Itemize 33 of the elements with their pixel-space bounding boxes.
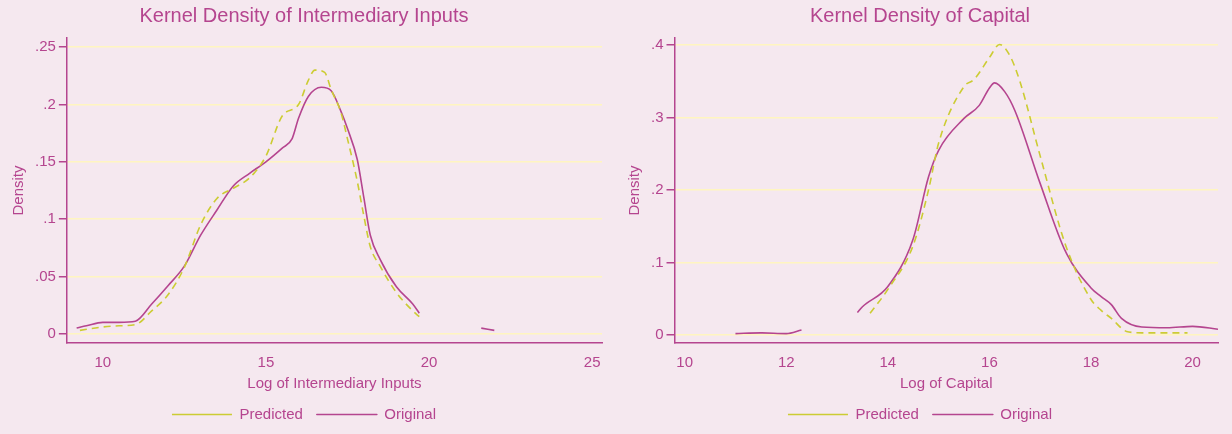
x-tick-label: 10 bbox=[676, 353, 694, 371]
chart-title: Kernel Density of Intermediary Inputs bbox=[139, 3, 469, 26]
line-series bbox=[869, 43, 1189, 334]
x-axis-title: Log of Intermediary Inputs bbox=[247, 374, 422, 392]
x-tick-label: 16 bbox=[981, 353, 998, 371]
y-tick-label: .05 bbox=[34, 266, 56, 284]
legend-label: Predicted bbox=[239, 404, 303, 422]
y-tick-label: .1 bbox=[650, 252, 664, 270]
x-tick-label: 25 bbox=[583, 353, 601, 371]
x-tick-label: 18 bbox=[1082, 353, 1100, 371]
legend-label: Original bbox=[384, 404, 437, 422]
y-tick-label: .4 bbox=[650, 35, 664, 53]
legend-label: Original bbox=[1000, 404, 1053, 422]
y-tick-label: .1 bbox=[43, 209, 56, 227]
x-tick-label: 20 bbox=[420, 353, 438, 371]
y-tick-label: 0 bbox=[655, 325, 664, 343]
y-axis-title: Density bbox=[9, 165, 27, 216]
y-tick-label: 0 bbox=[47, 323, 56, 341]
x-tick-label: 14 bbox=[879, 353, 897, 371]
x-tick-label: 15 bbox=[257, 353, 275, 371]
chart-title: Kernel Density of Capital bbox=[809, 3, 1031, 26]
y-axis-title: Density bbox=[625, 165, 643, 216]
y-tick-label: .15 bbox=[34, 151, 56, 169]
y-tick-label: .25 bbox=[34, 37, 56, 55]
x-tick-label: 20 bbox=[1184, 353, 1201, 371]
x-tick-label: 12 bbox=[777, 353, 795, 371]
y-tick-label: .2 bbox=[43, 94, 56, 112]
y-tick-label: .2 bbox=[650, 180, 664, 198]
x-tick-label: 10 bbox=[94, 353, 112, 371]
x-axis-title: Log of Capital bbox=[899, 374, 993, 392]
y-tick-label: .3 bbox=[650, 107, 664, 125]
line-series bbox=[79, 69, 421, 332]
legend-label: Predicted bbox=[855, 404, 919, 422]
